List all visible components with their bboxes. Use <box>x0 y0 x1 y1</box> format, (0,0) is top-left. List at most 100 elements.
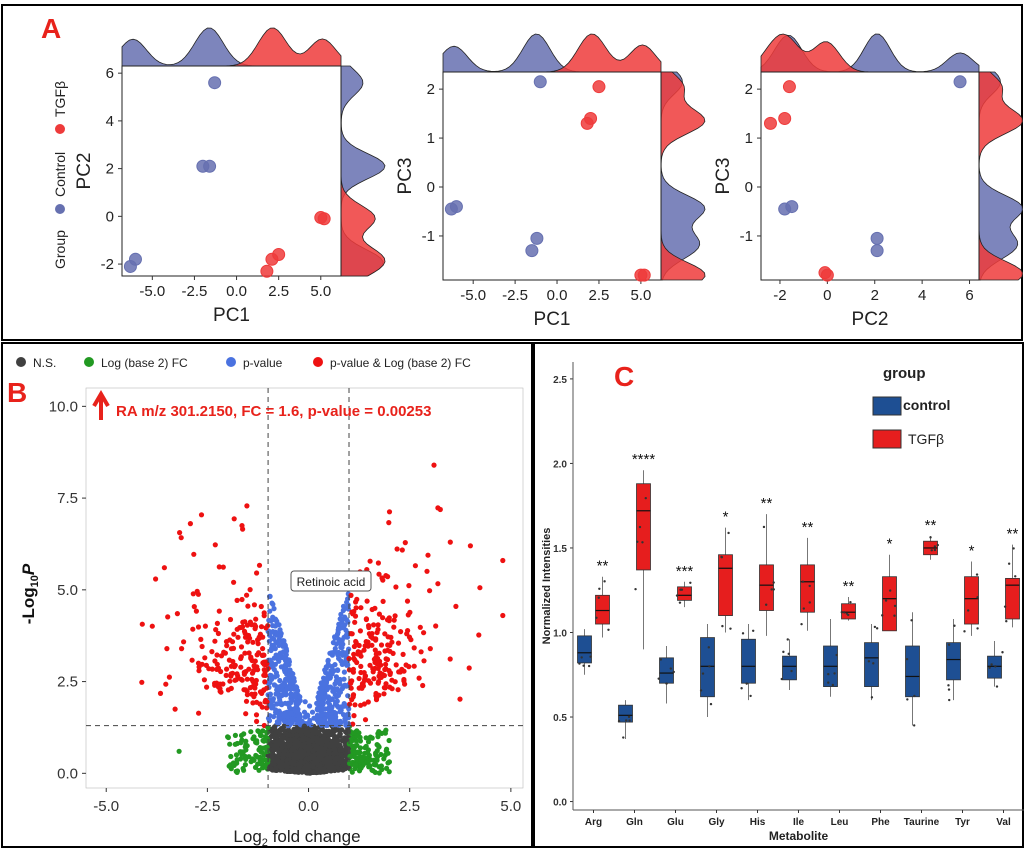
volcano-point <box>256 635 262 641</box>
volcano-point <box>215 665 222 671</box>
box-jitter-point <box>913 694 916 698</box>
volcano-point <box>375 622 381 628</box>
y-tick-label: 0.5 <box>553 713 567 724</box>
volcano-point <box>254 754 261 760</box>
volcano-point <box>341 676 347 682</box>
volcano-point <box>239 677 245 683</box>
volcano-point <box>163 681 169 687</box>
volcano-point <box>272 646 278 652</box>
volcano-point <box>372 647 378 653</box>
x-tick-label: 2.5 <box>399 798 420 815</box>
x-tick-label: 0.0 <box>226 283 247 300</box>
volcano-point <box>279 684 285 690</box>
legend-key-tgfb <box>872 429 902 449</box>
volcano-point <box>311 735 317 741</box>
box-jitter-point <box>689 581 692 584</box>
volcano-point <box>228 673 234 679</box>
y-tick-label: 10.0 <box>49 398 78 415</box>
volcano-point <box>245 603 251 609</box>
pca-subplot-1: -5.0 -2.5 0.0 2.5 5.0 -2 0 2 4 6 PC1 PC2 <box>74 27 386 326</box>
legend-entry: p-value <box>243 356 283 370</box>
point-tgfb <box>592 80 606 94</box>
box-jitter-point <box>657 677 660 680</box>
volcano-point <box>242 650 248 656</box>
box-jitter-point <box>1007 562 1011 565</box>
box-control <box>946 642 961 681</box>
annotation-box <box>290 570 372 592</box>
volcano-point <box>408 637 414 643</box>
volcano-point <box>244 503 250 509</box>
y-tick-label: 1 <box>745 130 753 147</box>
volcano-point <box>190 591 196 597</box>
volcano-point <box>351 656 357 662</box>
volcano-point <box>244 743 250 749</box>
volcano-point <box>381 685 387 691</box>
volcano-point <box>340 767 346 773</box>
volcano-point <box>233 677 239 683</box>
volcano-point <box>354 733 360 739</box>
box-jitter-point <box>699 689 703 692</box>
y-axis-label: Normalized Intensities <box>541 528 553 645</box>
box-jitter-point <box>831 683 835 687</box>
volcano-point <box>421 658 427 664</box>
volcano-point <box>224 643 230 649</box>
volcano-point <box>247 685 253 691</box>
box-jitter-point <box>622 736 625 739</box>
volcano-point <box>328 766 334 772</box>
volcano-point <box>334 686 340 692</box>
volcano-point <box>335 629 341 635</box>
volcano-point <box>279 650 285 656</box>
volcano-point <box>417 624 423 630</box>
point-control <box>870 231 884 245</box>
volcano-point <box>257 732 264 738</box>
volcano-point <box>316 696 322 702</box>
volcano-point <box>329 715 335 721</box>
y-tick-label: 7.5 <box>57 490 78 507</box>
box-jitter-point <box>589 655 592 658</box>
volcano-point <box>256 767 262 773</box>
volcano-point <box>280 638 286 644</box>
volcano-point <box>354 596 360 602</box>
volcano-point <box>311 755 317 762</box>
volcano-point <box>325 658 331 664</box>
volcano-point <box>363 735 369 741</box>
volcano-point <box>242 630 248 636</box>
legend-entry-tgfb: TGFβ <box>908 431 944 447</box>
volcano-point <box>375 734 381 740</box>
box-control <box>782 655 797 681</box>
box-jitter-point <box>843 611 846 614</box>
box-jitter-point <box>1003 605 1007 608</box>
volcano-point <box>187 521 193 527</box>
volcano-point <box>388 634 394 640</box>
volcano-point <box>301 709 308 715</box>
significance-stars: ** <box>597 558 609 575</box>
volcano-point <box>149 623 155 629</box>
volcano-point <box>261 659 267 665</box>
volcano-point <box>284 767 290 773</box>
volcano-point <box>195 624 202 630</box>
volcano-point <box>166 674 172 680</box>
volcano-point <box>318 765 324 771</box>
volcano-point <box>358 663 364 669</box>
volcano-point <box>383 661 389 667</box>
box-jitter-point <box>801 580 805 583</box>
volcano-point <box>282 710 288 716</box>
volcano-point <box>321 675 327 681</box>
box-jitter-point <box>641 541 644 544</box>
box-jitter-point <box>953 624 956 627</box>
box-control <box>577 635 592 664</box>
box-jitter-point <box>787 652 790 656</box>
volcano-point <box>306 747 312 753</box>
significance-stars: *** <box>676 563 694 580</box>
volcano-point <box>337 640 343 646</box>
volcano-point <box>347 701 353 707</box>
volcano-point <box>274 701 280 707</box>
volcano-point <box>252 622 258 628</box>
volcano-point <box>259 759 265 765</box>
volcano-point <box>332 634 338 640</box>
volcano-point <box>234 671 240 677</box>
volcano-point <box>323 722 329 728</box>
volcano-point <box>161 565 167 571</box>
volcano-point <box>267 691 273 697</box>
x-tick-label: 0 <box>823 287 831 304</box>
